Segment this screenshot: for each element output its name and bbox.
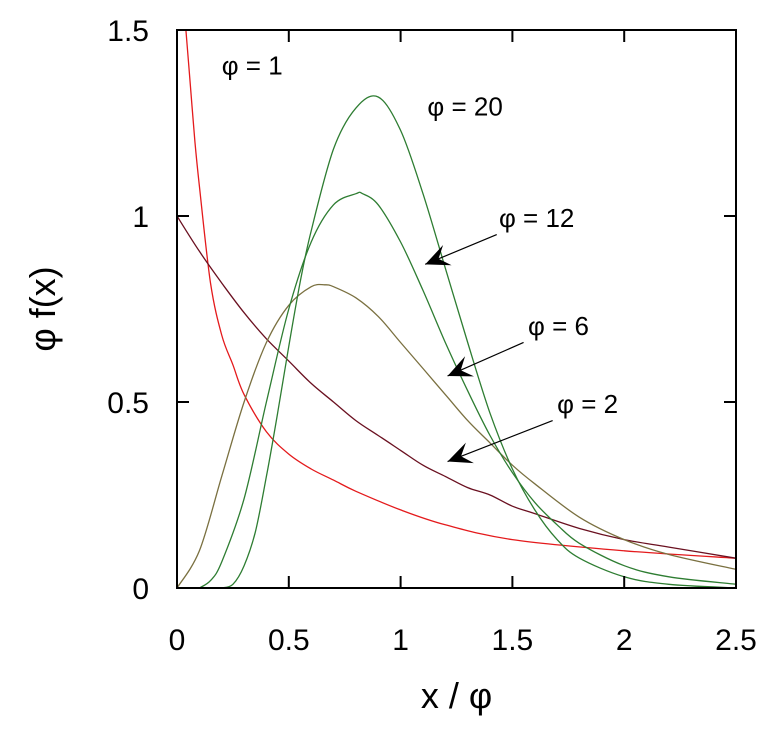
annotation-arrowhead	[447, 442, 474, 464]
y-tick-label: 1.5	[107, 15, 149, 48]
y-axis-ticks: 0 0.5 1 1.5	[107, 15, 736, 606]
x-tick-label: 2.5	[715, 624, 757, 657]
annotation-arrow-line	[447, 420, 553, 463]
annotation-label: φ = 6	[528, 311, 589, 341]
x-tick-label: 1	[392, 624, 409, 657]
annotation-label: φ = 20	[427, 92, 502, 122]
curves-layer	[177, 30, 736, 588]
y-tick-label: 1	[132, 201, 149, 234]
series-line-3	[199, 191, 736, 588]
plot-frame	[176, 29, 737, 589]
x-tick-label: 0.5	[268, 624, 310, 657]
x-axis-label: x / φ	[421, 675, 492, 716]
annotation-arrowhead	[447, 356, 474, 377]
series-line-4	[221, 95, 736, 588]
y-axis-label: φ f(x)	[22, 266, 63, 351]
y-tick-label: 0.5	[107, 387, 149, 420]
annotation-label: φ = 12	[499, 203, 574, 233]
x-tick-label: 2	[616, 624, 633, 657]
x-axis-ticks: 0 0.5 1 1.5 2 2.5	[169, 30, 757, 657]
annotations-layer: φ = 1 φ = 20 φ = 12 φ = 6 φ = 2	[222, 51, 618, 464]
series-line-2	[177, 283, 736, 588]
annotation-label: φ = 1	[222, 51, 283, 81]
series-line-0	[185, 30, 736, 559]
annotation-arrowhead	[425, 245, 452, 266]
y-tick-label: 0	[132, 573, 149, 606]
annotation-label: φ = 2	[557, 389, 618, 419]
x-tick-label: 0	[169, 624, 186, 657]
x-tick-label: 1.5	[492, 624, 534, 657]
series-line-1	[177, 215, 736, 559]
